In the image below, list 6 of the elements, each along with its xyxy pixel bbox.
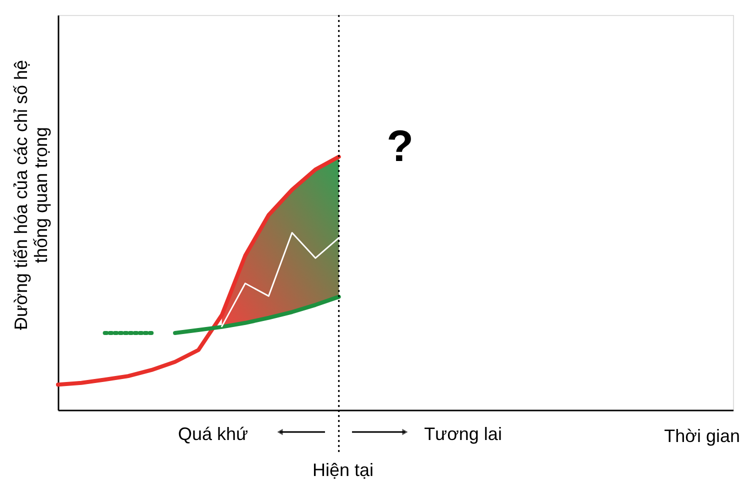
y-axis-title: Đường tiến hóa của các chỉ số hệ thống quan trọng — [11, 60, 51, 330]
text: Hiện tại — [312, 460, 374, 480]
text: Tương lai — [424, 424, 502, 444]
text: Quá khứ — [178, 424, 248, 444]
annotation: ? — [386, 122, 414, 171]
x-axis-title: Thời gian — [664, 426, 740, 446]
